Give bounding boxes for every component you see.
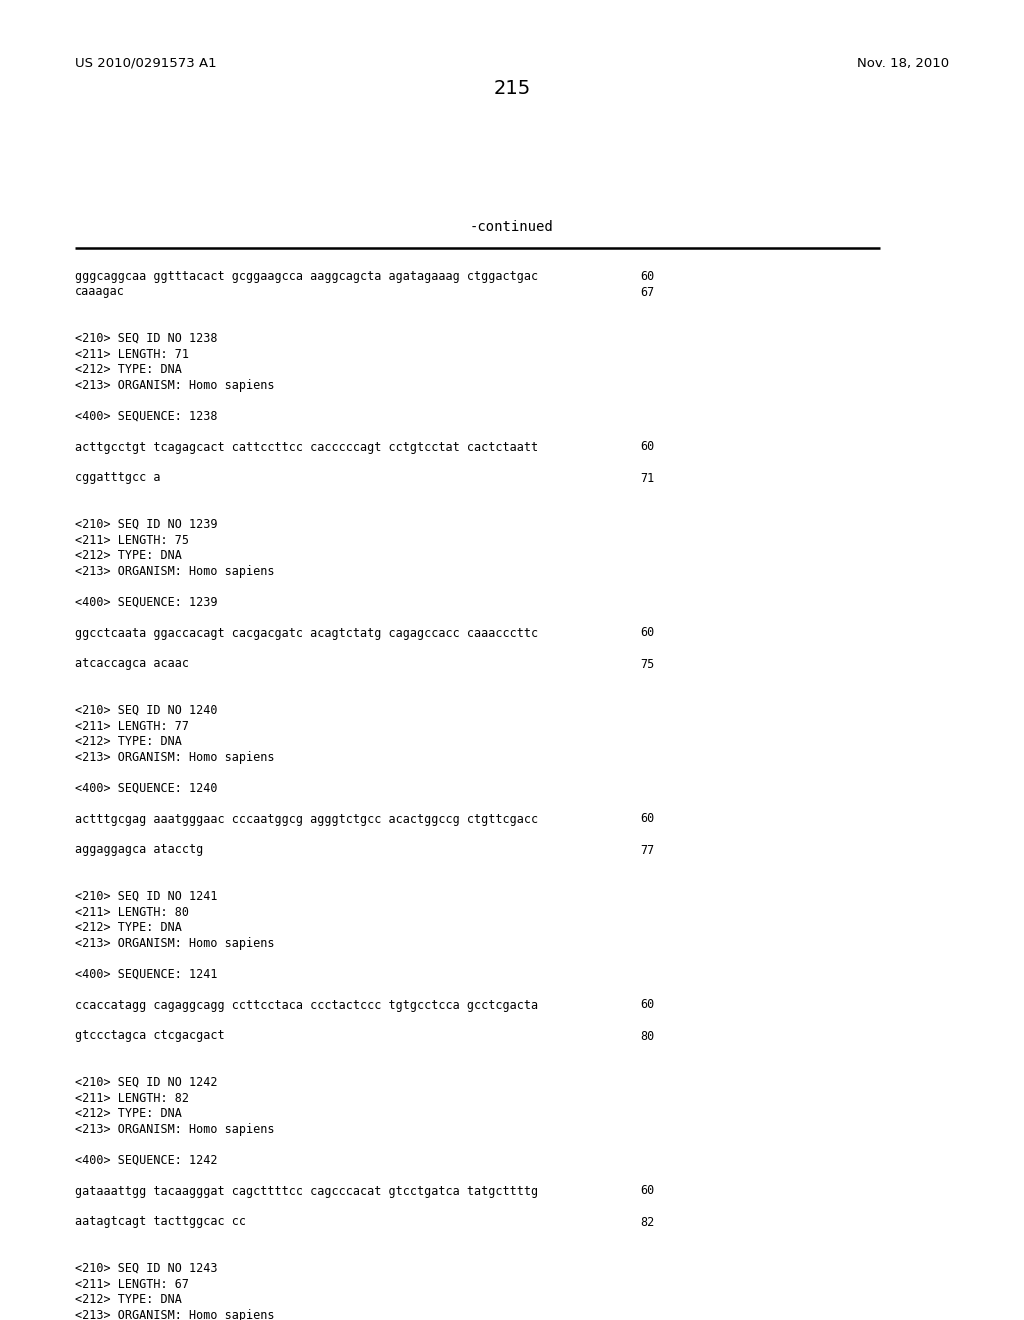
Text: <213> ORGANISM: Homo sapiens: <213> ORGANISM: Homo sapiens [75, 751, 274, 763]
Text: <210> SEQ ID NO 1238: <210> SEQ ID NO 1238 [75, 333, 217, 345]
Text: 60: 60 [640, 1184, 654, 1197]
Text: ccaccatagg cagaggcagg ccttcctaca ccctactccc tgtgcctcca gcctcgacta: ccaccatagg cagaggcagg ccttcctaca ccctact… [75, 998, 539, 1011]
Text: <210> SEQ ID NO 1239: <210> SEQ ID NO 1239 [75, 517, 217, 531]
Text: 80: 80 [640, 1030, 654, 1043]
Text: <211> LENGTH: 71: <211> LENGTH: 71 [75, 347, 189, 360]
Text: 60: 60 [640, 998, 654, 1011]
Text: 60: 60 [640, 271, 654, 282]
Text: Nov. 18, 2010: Nov. 18, 2010 [857, 57, 949, 70]
Text: <211> LENGTH: 75: <211> LENGTH: 75 [75, 533, 189, 546]
Text: caaagac: caaagac [75, 285, 125, 298]
Text: gataaattgg tacaagggat cagcttttcc cagcccacat gtcctgatca tatgcttttg: gataaattgg tacaagggat cagcttttcc cagccca… [75, 1184, 539, 1197]
Text: 60: 60 [640, 627, 654, 639]
Text: <211> LENGTH: 77: <211> LENGTH: 77 [75, 719, 189, 733]
Text: ggcctcaata ggaccacagt cacgacgatc acagtctatg cagagccacc caaacccttc: ggcctcaata ggaccacagt cacgacgatc acagtct… [75, 627, 539, 639]
Text: <212> TYPE: DNA: <212> TYPE: DNA [75, 1107, 182, 1119]
Text: aggaggagca atacctg: aggaggagca atacctg [75, 843, 203, 857]
Text: <211> LENGTH: 80: <211> LENGTH: 80 [75, 906, 189, 919]
Text: <400> SEQUENCE: 1240: <400> SEQUENCE: 1240 [75, 781, 217, 795]
Text: <210> SEQ ID NO 1243: <210> SEQ ID NO 1243 [75, 1262, 217, 1275]
Text: 67: 67 [640, 285, 654, 298]
Text: 60: 60 [640, 813, 654, 825]
Text: gggcaggcaa ggtttacact gcggaagcca aaggcagcta agatagaaag ctggactgac: gggcaggcaa ggtttacact gcggaagcca aaggcag… [75, 271, 539, 282]
Text: <210> SEQ ID NO 1242: <210> SEQ ID NO 1242 [75, 1076, 217, 1089]
Text: atcaccagca acaac: atcaccagca acaac [75, 657, 189, 671]
Text: <213> ORGANISM: Homo sapiens: <213> ORGANISM: Homo sapiens [75, 379, 274, 392]
Text: 215: 215 [494, 79, 530, 98]
Text: <210> SEQ ID NO 1240: <210> SEQ ID NO 1240 [75, 704, 217, 717]
Text: <213> ORGANISM: Homo sapiens: <213> ORGANISM: Homo sapiens [75, 936, 274, 949]
Text: cggatttgcc a: cggatttgcc a [75, 471, 161, 484]
Text: <212> TYPE: DNA: <212> TYPE: DNA [75, 549, 182, 562]
Text: 77: 77 [640, 843, 654, 857]
Text: <400> SEQUENCE: 1241: <400> SEQUENCE: 1241 [75, 968, 217, 981]
Text: 71: 71 [640, 471, 654, 484]
Text: <212> TYPE: DNA: <212> TYPE: DNA [75, 363, 182, 376]
Text: 60: 60 [640, 441, 654, 454]
Text: <210> SEQ ID NO 1241: <210> SEQ ID NO 1241 [75, 890, 217, 903]
Text: <211> LENGTH: 82: <211> LENGTH: 82 [75, 1092, 189, 1105]
Text: 75: 75 [640, 657, 654, 671]
Text: US 2010/0291573 A1: US 2010/0291573 A1 [75, 57, 217, 70]
Text: <400> SEQUENCE: 1242: <400> SEQUENCE: 1242 [75, 1154, 217, 1167]
Text: acttgcctgt tcagagcact cattccttcc cacccccagt cctgtcctat cactctaatt: acttgcctgt tcagagcact cattccttcc caccccc… [75, 441, 539, 454]
Text: aatagtcagt tacttggcac cc: aatagtcagt tacttggcac cc [75, 1216, 246, 1229]
Text: <212> TYPE: DNA: <212> TYPE: DNA [75, 921, 182, 935]
Text: <212> TYPE: DNA: <212> TYPE: DNA [75, 1294, 182, 1305]
Text: -continued: -continued [470, 220, 554, 234]
Text: actttgcgag aaatgggaac cccaatggcg agggtctgcc acactggccg ctgttcgacc: actttgcgag aaatgggaac cccaatggcg agggtct… [75, 813, 539, 825]
Text: <400> SEQUENCE: 1239: <400> SEQUENCE: 1239 [75, 595, 217, 609]
Text: 82: 82 [640, 1216, 654, 1229]
Text: gtccctagca ctcgacgact: gtccctagca ctcgacgact [75, 1030, 224, 1043]
Text: <213> ORGANISM: Homo sapiens: <213> ORGANISM: Homo sapiens [75, 1308, 274, 1320]
Text: <213> ORGANISM: Homo sapiens: <213> ORGANISM: Homo sapiens [75, 565, 274, 578]
Text: <213> ORGANISM: Homo sapiens: <213> ORGANISM: Homo sapiens [75, 1122, 274, 1135]
Text: <211> LENGTH: 67: <211> LENGTH: 67 [75, 1278, 189, 1291]
Text: <212> TYPE: DNA: <212> TYPE: DNA [75, 735, 182, 748]
Text: <400> SEQUENCE: 1238: <400> SEQUENCE: 1238 [75, 409, 217, 422]
